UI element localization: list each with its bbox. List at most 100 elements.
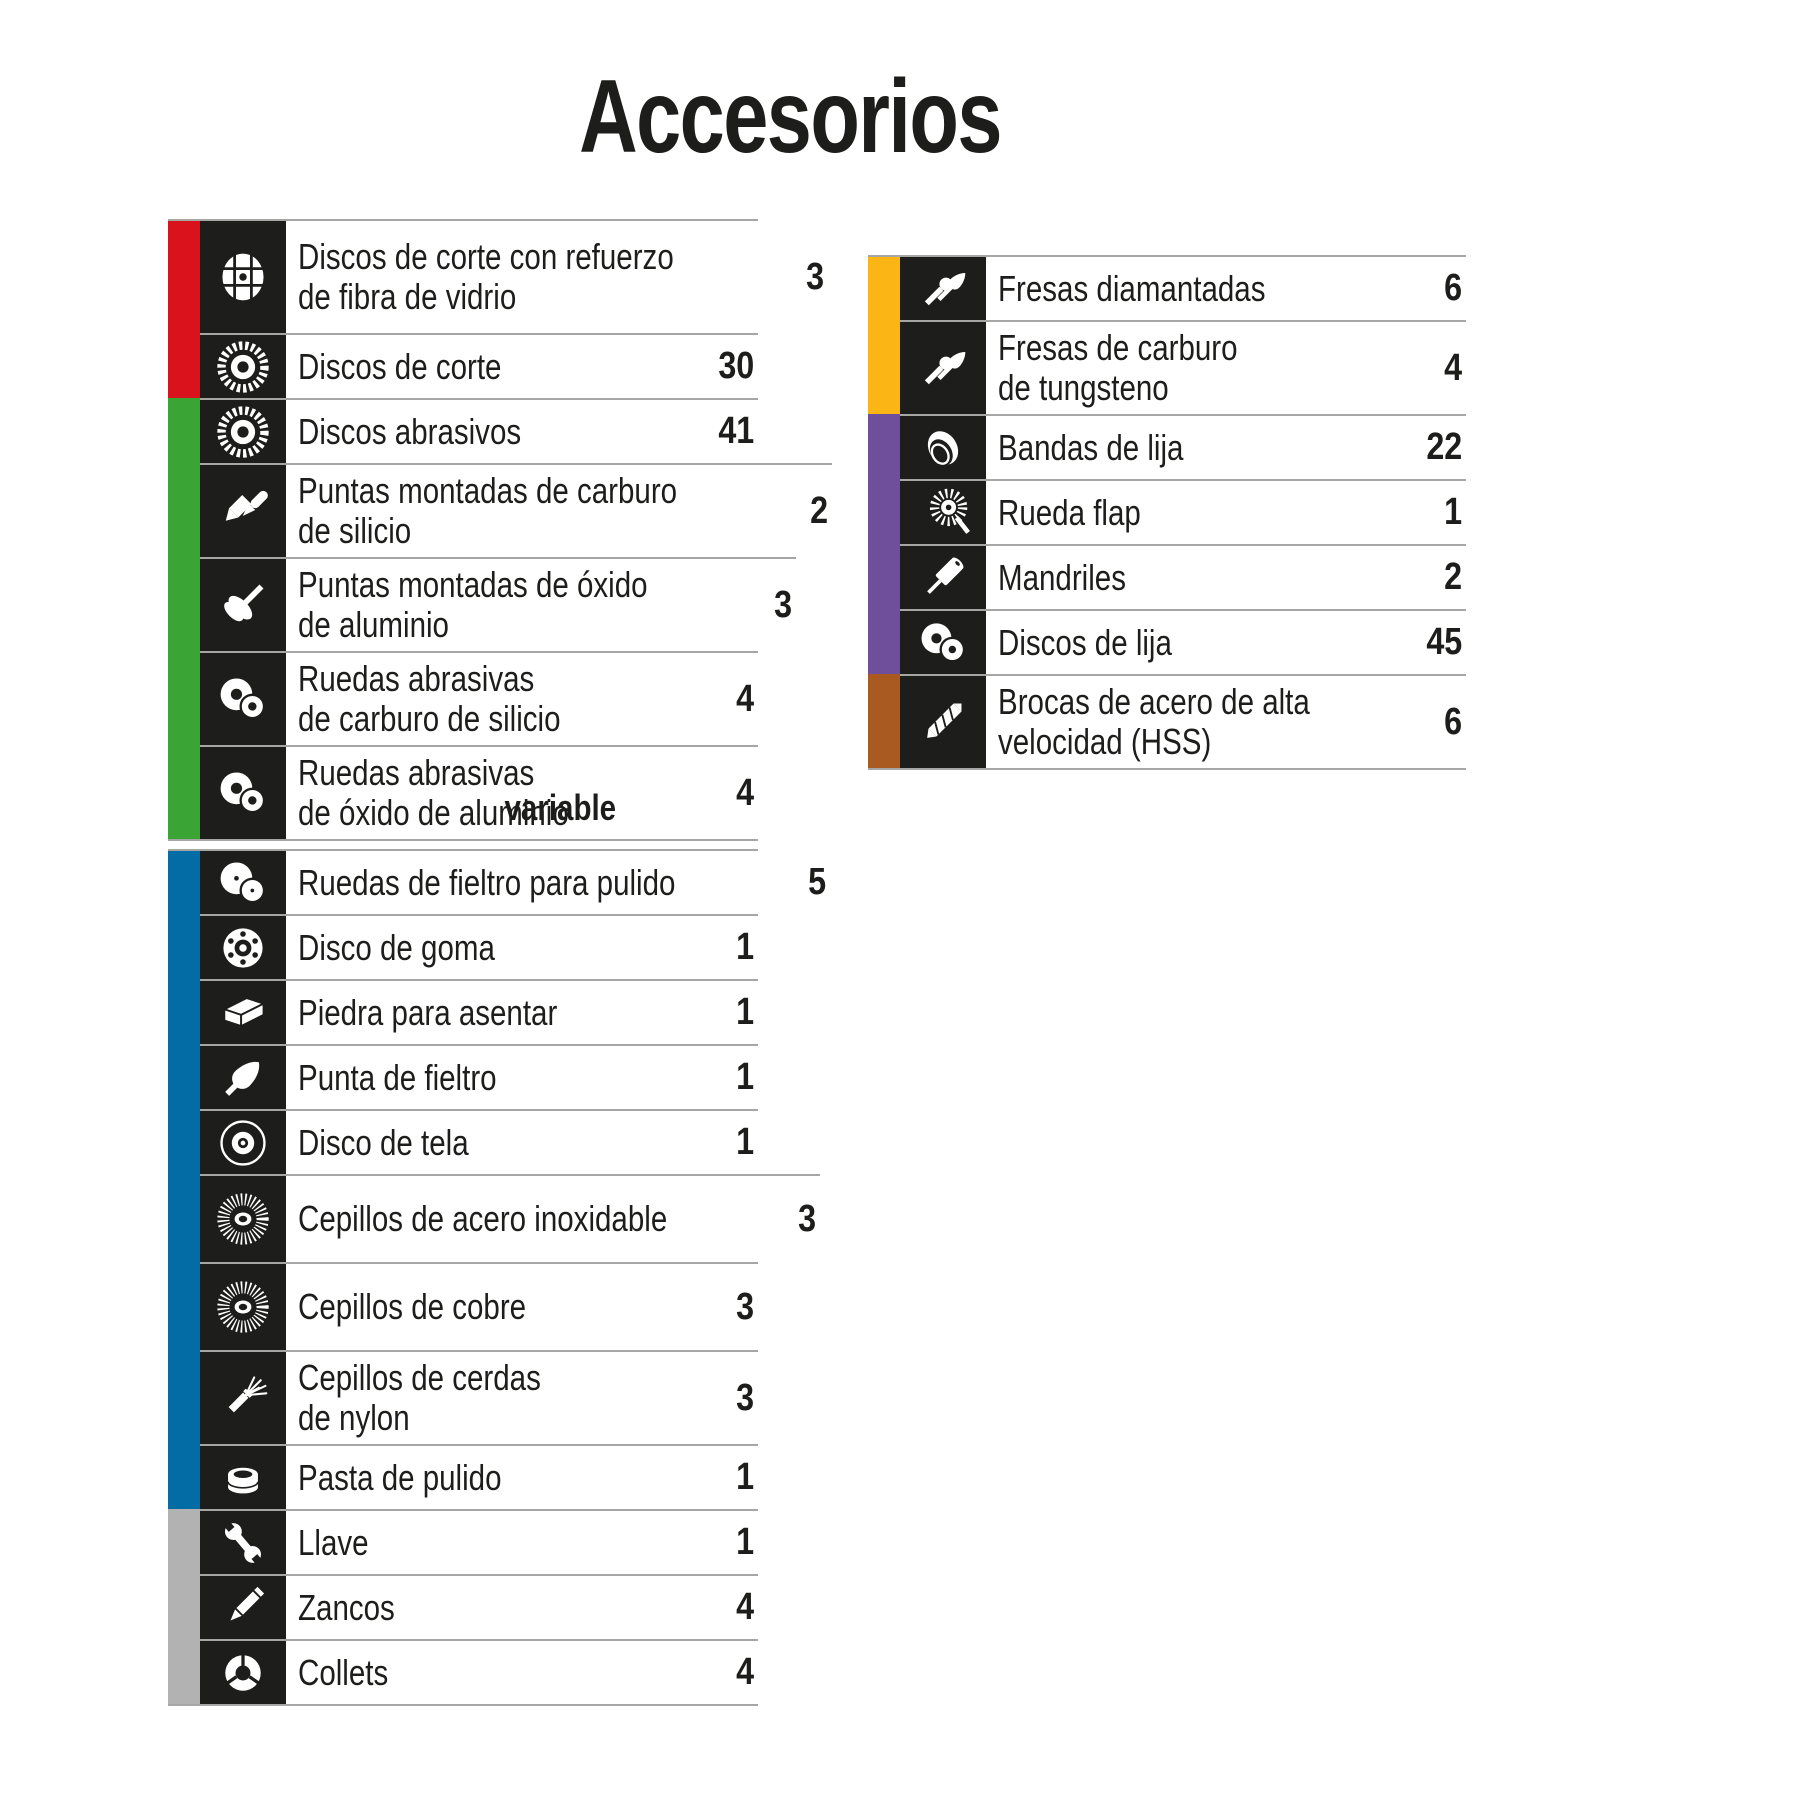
item-count: 4: [1444, 346, 1462, 389]
item-count: 2: [810, 489, 829, 532]
category-color-bar-green: [168, 745, 200, 839]
item-label: Discos de lija: [998, 621, 1172, 663]
row-content: Discos de lija 45: [900, 609, 1466, 674]
mallet-point-icon: [200, 559, 286, 651]
cut-disc-icon: [200, 335, 286, 398]
category-color-bar-blue: [168, 1444, 200, 1509]
category-color-bar-red: [168, 333, 200, 398]
item-label: Bandas de lija: [998, 426, 1184, 468]
category-color-bar-blue: [168, 1109, 200, 1174]
table-row: Discos de corte con refuerzo de fibra de…: [168, 221, 824, 333]
item-count: 5: [808, 861, 827, 903]
burr-bits-icon: [900, 257, 986, 320]
item-label: Puntas montadas de carburo de silicio: [298, 470, 678, 551]
row-content: Fresas diamantadas 6: [900, 257, 1466, 320]
item-count: 4: [736, 677, 754, 720]
row-content: Ruedas de fieltro para pulido 5: [200, 851, 830, 914]
nylon-brush-icon: [200, 1352, 286, 1444]
two-wheels-icon: [200, 747, 286, 839]
sanding-discs-icon: [900, 611, 986, 674]
category-color-bar-yellow: [868, 257, 900, 320]
category-color-bar-blue: [168, 1174, 200, 1262]
table-row: Punta de fieltro 1: [168, 1044, 758, 1109]
item-count: 3: [736, 1376, 754, 1419]
category-color-bar-blue: [168, 851, 200, 914]
table-row: Ruedas abrasivas de carburo de silicio 4: [168, 651, 758, 745]
paste-tin-icon: [200, 1446, 286, 1509]
table-row: Fresas diamantadas 6: [868, 257, 1466, 320]
category-color-bar-yellow: [868, 320, 900, 414]
item-label: Zancos: [298, 1586, 395, 1628]
row-content: Puntas montadas de carburo de silicio 2: [200, 463, 833, 557]
item-label: Punta de fieltro: [298, 1056, 497, 1098]
item-label: Mandriles: [998, 556, 1126, 598]
row-content: Ruedas abrasivas de óxido de aluminio 4: [200, 745, 758, 839]
category-color-bar-purple: [868, 414, 900, 479]
table-row: Discos abrasivos 41: [168, 398, 758, 463]
item-count: 1: [736, 1456, 754, 1498]
category-color-bar-blue: [168, 1044, 200, 1109]
item-label: Piedra para asentar: [298, 991, 558, 1033]
item-label: Cepillos de cobre: [298, 1286, 527, 1327]
item-label: Discos de corte: [298, 345, 502, 387]
item-count: 3: [774, 583, 793, 626]
table-row: Mandriles 2: [868, 544, 1466, 609]
row-content: Ruedas abrasivas de carburo de silicio 4: [200, 651, 758, 745]
item-count: 45: [1426, 621, 1462, 663]
category-color-bar-purple: [868, 609, 900, 674]
item-count: 4: [736, 771, 754, 814]
item-count: 4: [736, 1651, 754, 1693]
mandrel-icon: [900, 546, 986, 609]
fiberglass-disc-icon: [200, 221, 286, 333]
row-content: Disco de goma 1: [200, 914, 758, 979]
item-count: 2: [1444, 556, 1462, 598]
category-color-bar-blue: [168, 1262, 200, 1350]
item-label: Discos de corte con refuerzo de fibra de…: [298, 236, 674, 317]
table-row: Cepillos de acero inoxidable 3: [168, 1174, 821, 1262]
two-wheels-icon: [200, 653, 286, 745]
category-color-bar-green: [168, 463, 200, 557]
table-row: Cepillos de cerdas de nylon 3: [168, 1350, 758, 1444]
item-count: 6: [1444, 700, 1462, 743]
row-content: Zancos 4: [200, 1574, 758, 1639]
item-count: 1: [736, 926, 754, 968]
table-row: Fresas de carburo de tungsteno 4: [868, 320, 1466, 414]
item-count: 30: [718, 345, 754, 387]
category-color-bar-purple: [868, 479, 900, 544]
felt-tip-icon: [200, 1046, 286, 1109]
category-color-bar-green: [168, 557, 200, 651]
table-row: Discos de lija 45: [868, 609, 1466, 674]
row-content: Discos de corte 30: [200, 333, 758, 398]
item-count: 41: [718, 410, 754, 452]
item-label: Disco de tela: [298, 1121, 469, 1163]
table-row: Llave 1: [168, 1509, 758, 1574]
cloth-disc-icon: [200, 1111, 286, 1174]
row-content: Cepillos de cobre 3: [200, 1262, 758, 1350]
category-color-bar-green: [168, 398, 200, 463]
cut-disc-icon: [200, 400, 286, 463]
sanding-band-icon: [900, 416, 986, 479]
row-content: Brocas de acero de alta velocidad (HSS) 6: [900, 674, 1466, 768]
category-color-bar-brown: [868, 674, 900, 768]
table-row: Ruedas de fieltro para pulido 5: [168, 851, 826, 914]
category-color-bar-gray: [168, 1509, 200, 1574]
row-content: Pasta de pulido 1: [200, 1444, 758, 1509]
row-content: Llave 1: [200, 1509, 758, 1574]
drill-bit-icon: [900, 676, 986, 768]
stone-block-icon: [200, 981, 286, 1044]
collet-icon: [200, 1641, 286, 1704]
flap-wheel-icon: [900, 481, 986, 544]
table-row: Discos de corte 30: [168, 333, 758, 398]
item-label: Cepillos de acero inoxidable: [298, 1198, 668, 1239]
row-content: Bandas de lija 22: [900, 414, 1466, 479]
shank-icon: [200, 1576, 286, 1639]
category-color-bar-blue: [168, 979, 200, 1044]
row-content: Rueda flap 1: [900, 479, 1466, 544]
row-content: Mandriles 2: [900, 544, 1466, 609]
wire-brush-icon: [200, 1176, 286, 1262]
category-color-bar-blue: [168, 1350, 200, 1444]
table-row: Zancos 4: [168, 1574, 758, 1639]
table-row: Ruedas abrasivas de óxido de aluminio 4 va…: [168, 745, 758, 839]
felt-wheels-icon: [200, 851, 286, 914]
